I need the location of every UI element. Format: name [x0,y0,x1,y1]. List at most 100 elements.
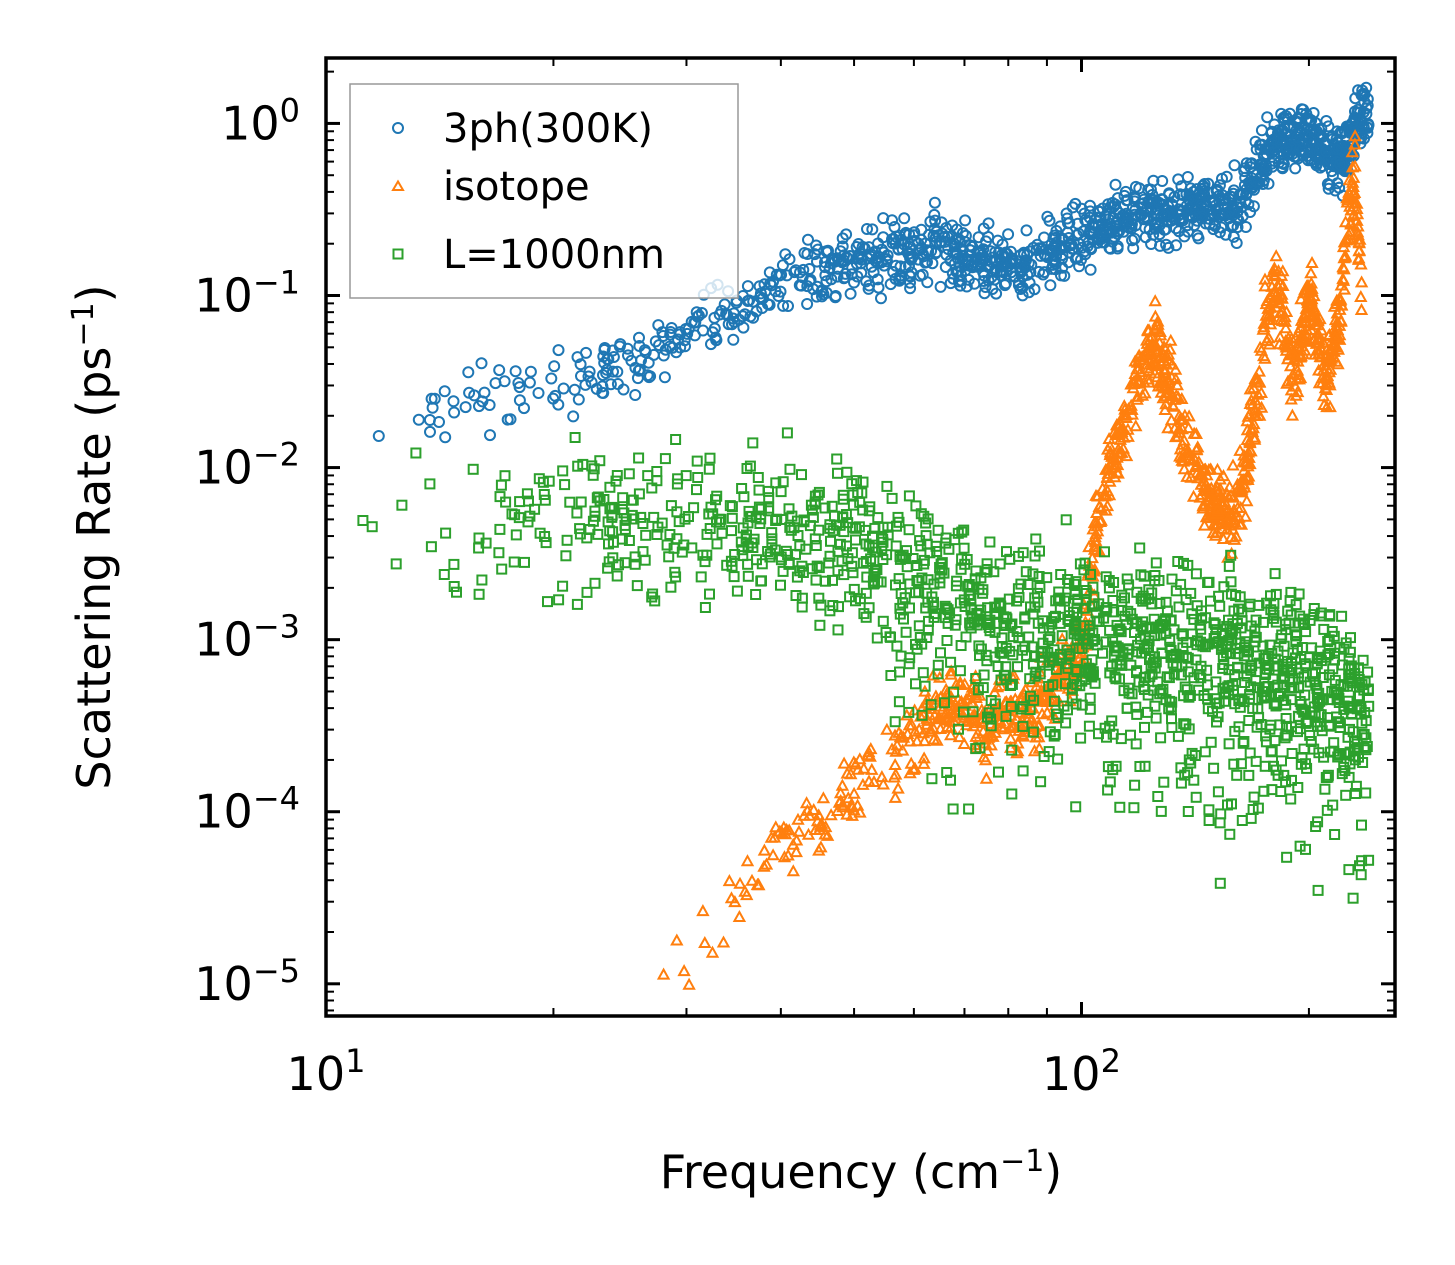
point-boundary [920,602,932,614]
point-boundary [1222,799,1233,811]
point-boundary [1286,658,1297,669]
point-boundary [957,706,969,718]
point-3ph [621,342,634,355]
point-boundary [629,551,641,563]
point-3ph [861,223,873,235]
point-isotope [1009,711,1024,724]
point-isotope [1216,469,1231,482]
point-isotope [1157,339,1171,352]
point-boundary [703,463,715,475]
point-boundary [1228,605,1240,617]
point-boundary [652,521,664,533]
point-3ph [1038,266,1051,279]
point-boundary [1258,785,1270,797]
point-boundary [819,502,831,514]
point-3ph [1250,143,1263,156]
point-boundary [1203,815,1215,826]
point-isotope [1235,481,1249,494]
point-3ph [1021,249,1034,262]
point-boundary [790,590,802,601]
y-tick-label: 10−4 [194,780,300,839]
point-boundary [1160,627,1172,639]
point-3ph [928,196,941,209]
point-boundary [738,491,750,503]
point-3ph [1219,228,1232,241]
point-boundary [742,570,754,582]
point-isotope [789,845,803,858]
point-boundary [1223,560,1235,572]
point-3ph [881,255,893,268]
point-3ph [1256,178,1269,190]
point-boundary [1022,579,1034,590]
point-3ph [908,234,921,247]
point-boundary [607,536,619,548]
point-isotope [1006,719,1020,732]
point-boundary [807,511,819,523]
point-boundary [921,538,933,550]
point-boundary [863,602,875,614]
point-boundary [1160,596,1172,608]
point-boundary [704,452,716,464]
point-3ph [782,300,794,312]
point-isotope [1258,279,1272,292]
point-boundary [958,542,970,554]
point-boundary [665,581,677,593]
point-isotope [1175,391,1189,404]
point-isotope [1244,444,1258,457]
point-boundary [523,495,534,507]
point-boundary [1058,700,1070,712]
point-boundary [1123,579,1135,591]
point-boundary [1235,758,1247,770]
point-3ph [1080,215,1093,228]
point-3ph [412,413,425,426]
y-axis-label: Scattering Rate (ps−1) [66,284,121,789]
point-boundary [1343,864,1355,876]
point-3ph [1336,157,1349,170]
point-boundary [910,678,921,690]
point-3ph [1238,165,1251,178]
point-boundary [1137,590,1149,602]
point-isotope [1262,308,1276,321]
point-3ph [1250,168,1263,181]
point-boundary [1121,573,1133,585]
point-boundary [1054,648,1066,660]
point-boundary [851,475,862,487]
point-boundary [775,486,787,498]
point-boundary [857,476,869,488]
point-3ph [1188,219,1201,232]
point-boundary [903,490,915,502]
point-3ph [606,344,619,357]
point-boundary [977,682,989,694]
point-3ph [793,279,806,292]
point-boundary [891,640,903,652]
point-boundary [837,489,849,501]
point-boundary [610,475,622,487]
point-boundary [571,507,583,519]
point-3ph [448,406,461,419]
point-3ph [1212,211,1225,224]
point-isotope [966,708,980,721]
point-3ph [1181,171,1194,183]
point-3ph [372,430,385,442]
point-isotope [1187,426,1201,439]
point-boundary [826,500,838,512]
point-3ph [1282,148,1295,161]
point-3ph [635,354,647,367]
point-isotope [1348,129,1362,142]
point-3ph [741,280,754,293]
point-3ph [829,290,842,302]
point-isotope [705,945,720,958]
point-3ph [848,276,860,289]
point-3ph [433,416,445,428]
point-3ph [803,263,816,275]
point-boundary [1228,758,1240,770]
point-boundary [844,591,856,603]
point-3ph [727,333,740,346]
point-isotope [733,876,747,889]
point-boundary [1100,605,1112,617]
point-boundary [783,503,795,515]
point-isotope [1354,289,1368,302]
point-isotope [902,718,917,731]
point-isotope [786,864,800,877]
point-3ph [1182,193,1195,206]
